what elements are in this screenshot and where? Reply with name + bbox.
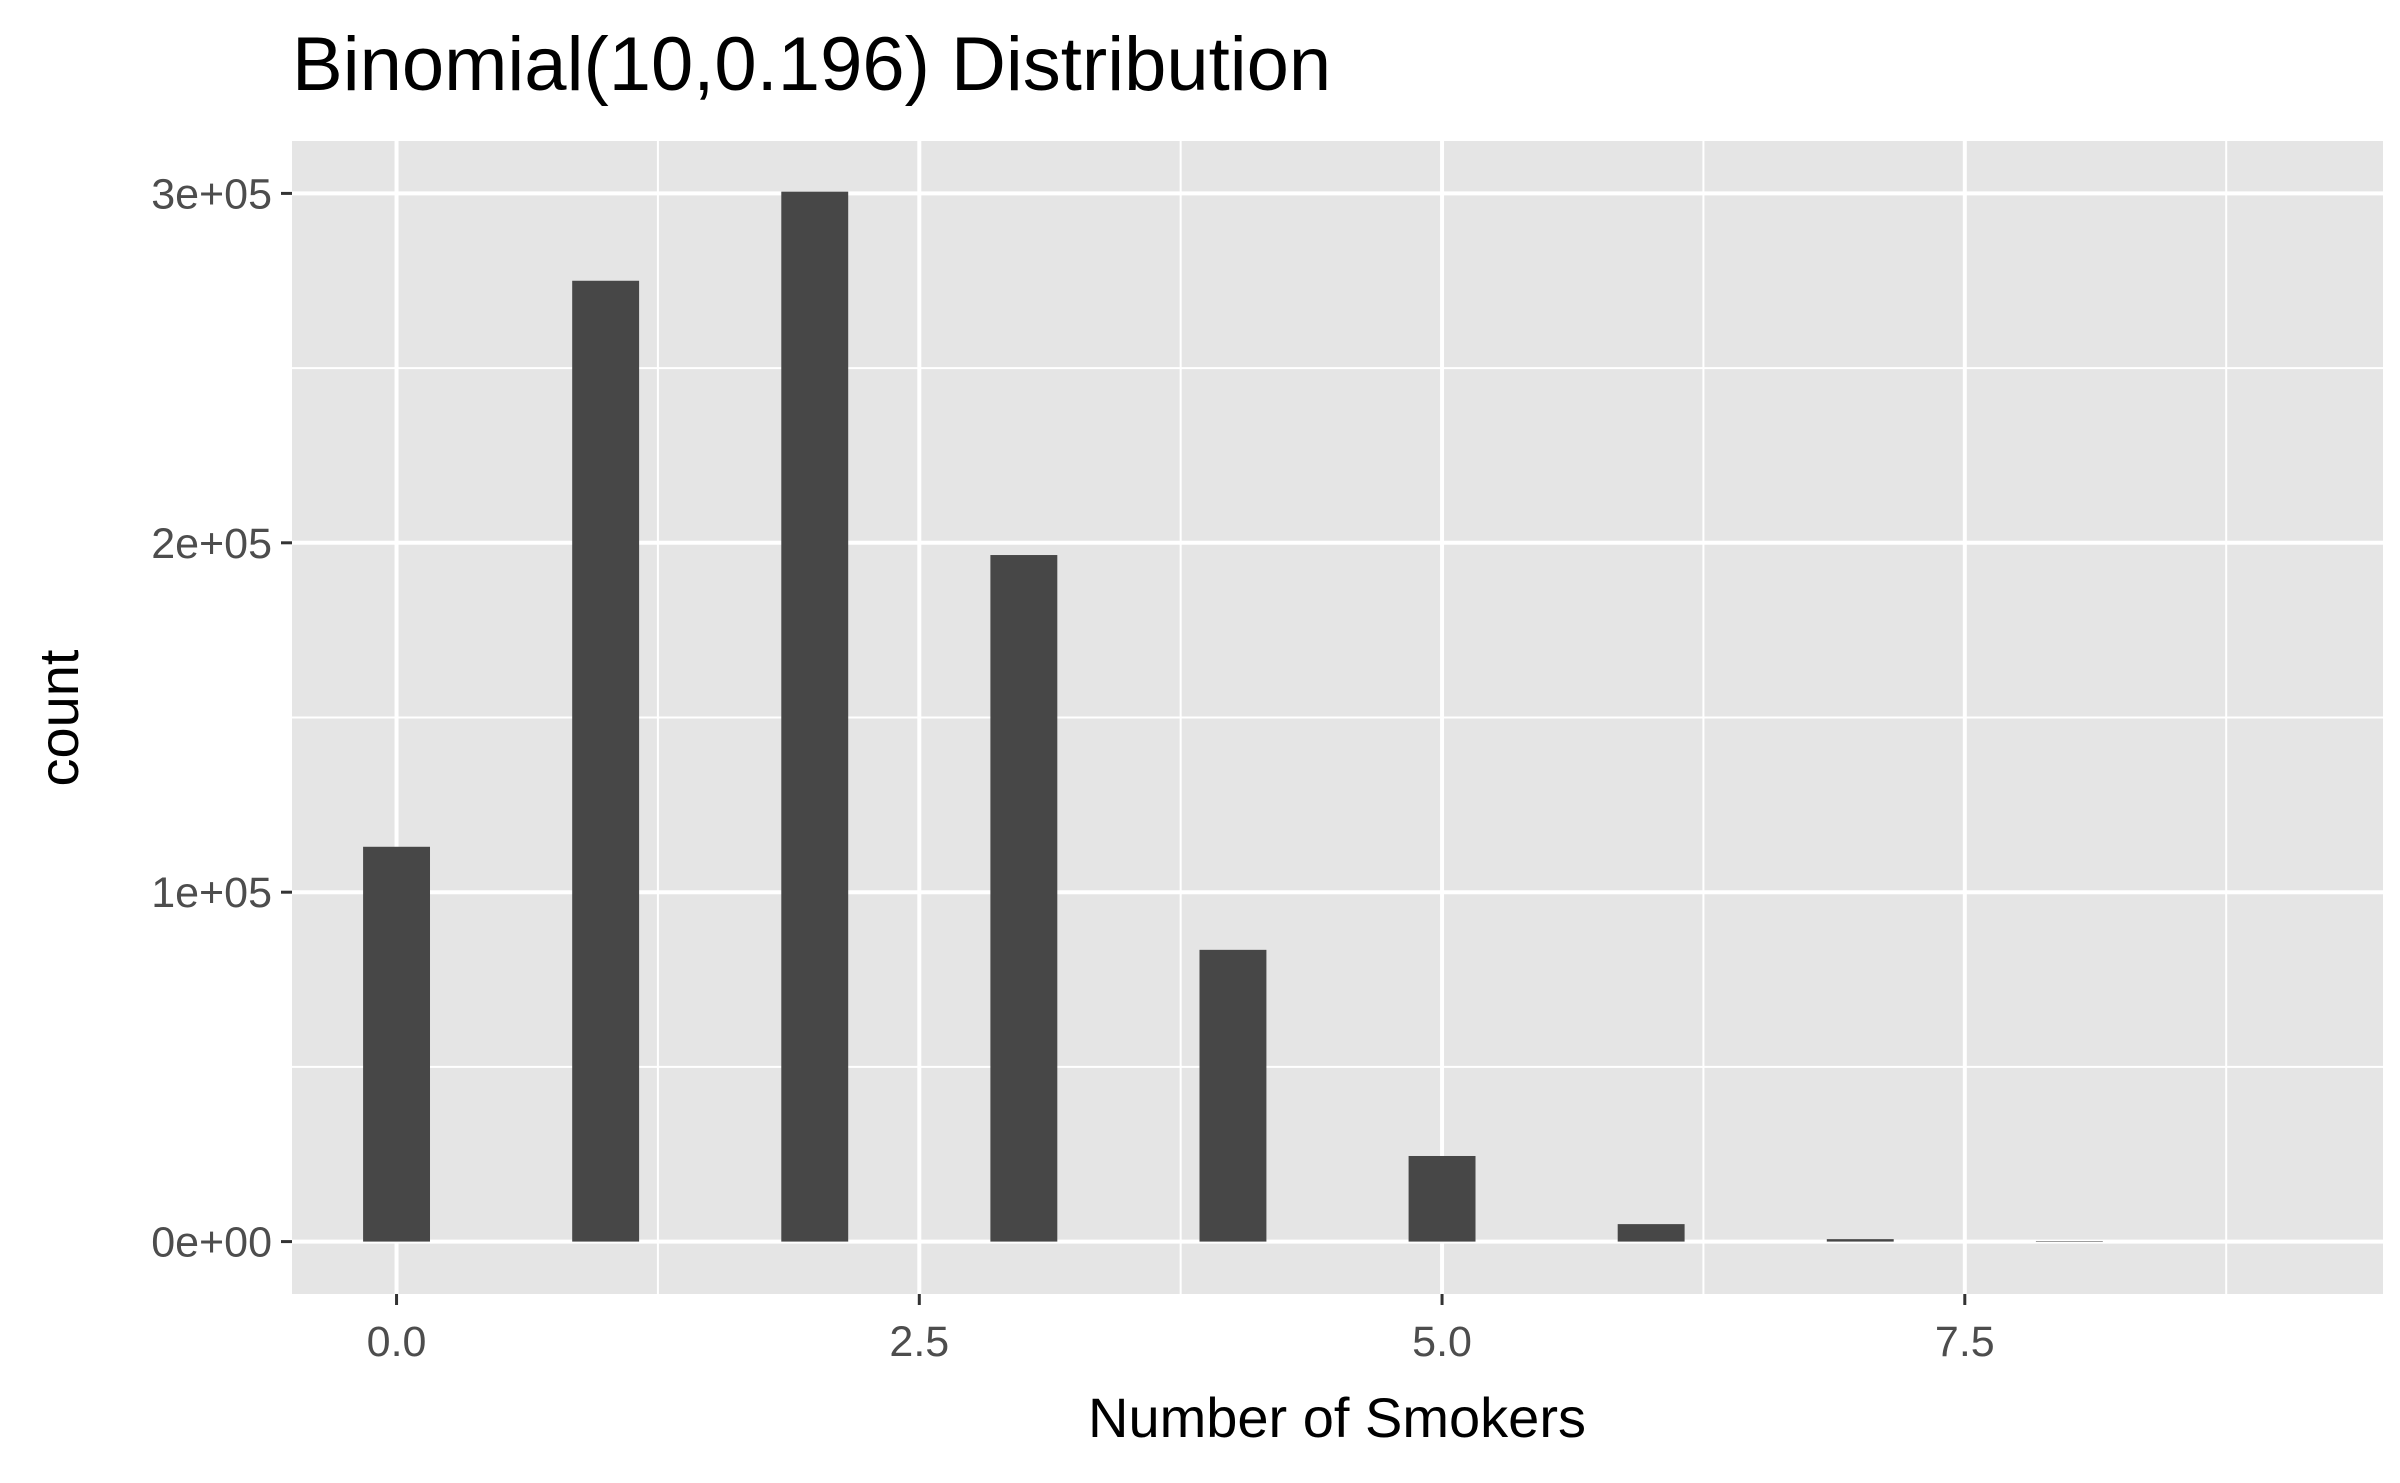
grid-major xyxy=(292,141,2383,1294)
x-tick-label: 0.0 xyxy=(367,1318,427,1366)
bar xyxy=(1408,1155,1476,1242)
bar xyxy=(990,555,1058,1242)
chart-title: Binomial(10,0.196) Distribution xyxy=(292,22,1331,107)
bar xyxy=(572,280,640,1242)
y-axis: 0e+00 1e+05 2e+05 3e+05 xyxy=(151,170,292,1267)
y-tick-label: 1e+05 xyxy=(151,869,272,917)
x-axis-title: Number of Smokers xyxy=(1088,1386,1586,1449)
y-tick-label: 2e+05 xyxy=(151,520,272,568)
bar xyxy=(1617,1224,1685,1242)
x-tick-label: 5.0 xyxy=(1412,1318,1472,1366)
y-tick-label: 3e+05 xyxy=(151,170,272,218)
bar xyxy=(2035,1241,2103,1242)
bar xyxy=(1199,949,1267,1242)
bar xyxy=(1826,1239,1894,1242)
grid-minor xyxy=(292,141,2383,1294)
bars xyxy=(363,191,2103,1242)
y-axis-title: count xyxy=(27,649,90,786)
bar xyxy=(781,191,849,1242)
x-axis: 0.0 2.5 5.0 7.5 xyxy=(367,1294,1995,1366)
x-tick-label: 2.5 xyxy=(889,1318,949,1366)
y-tick-label: 0e+00 xyxy=(151,1219,272,1267)
bar xyxy=(363,846,431,1242)
x-tick-label: 7.5 xyxy=(1935,1318,1995,1366)
